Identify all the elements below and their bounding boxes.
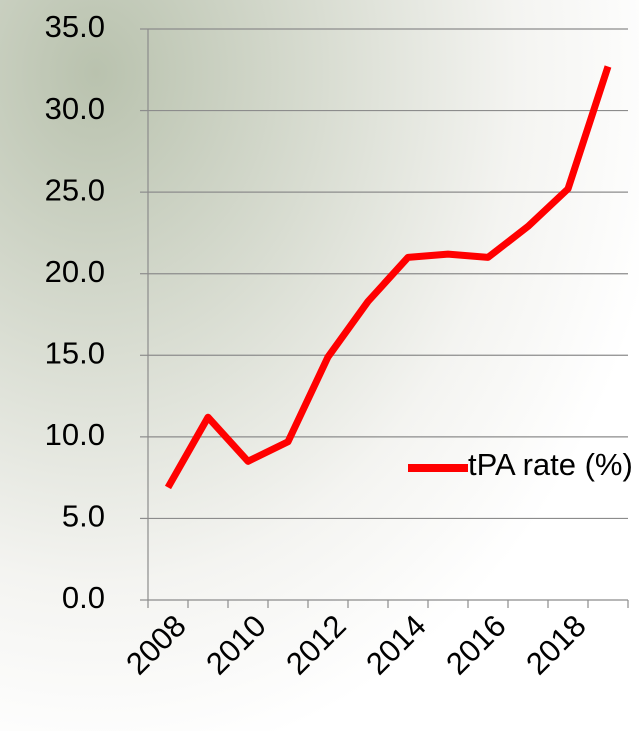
legend: tPA rate (%) <box>408 445 639 485</box>
y-tick-label: 10.0 <box>45 417 105 452</box>
x-tick-label: 2008 <box>119 608 193 682</box>
y-tick-label: 20.0 <box>45 254 105 289</box>
x-tick-label: 2016 <box>439 608 513 682</box>
y-tick-label: 0.0 <box>62 580 105 615</box>
y-tick-label: 25.0 <box>45 172 105 207</box>
x-tick-label: 2018 <box>519 608 593 682</box>
data-line <box>168 67 608 488</box>
legend-swatch <box>408 464 468 472</box>
legend-label: tPA rate (%) <box>468 445 639 485</box>
x-tick-label: 2010 <box>199 608 273 682</box>
x-tick-label: 2012 <box>279 608 353 682</box>
y-tick-label: 30.0 <box>45 91 105 126</box>
y-tick-label: 35.0 <box>45 9 105 44</box>
chart: 0.05.010.015.020.025.030.035.02008201020… <box>0 0 639 731</box>
x-tick-label: 2014 <box>359 608 433 682</box>
page: 0.05.010.015.020.025.030.035.02008201020… <box>0 0 639 731</box>
y-tick-label: 15.0 <box>45 335 105 370</box>
y-tick-label: 5.0 <box>62 499 105 534</box>
